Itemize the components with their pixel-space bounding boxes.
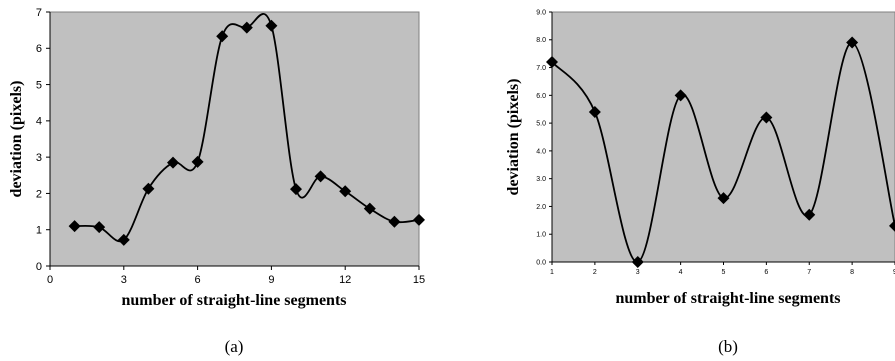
x-ticks-a: 0 3 6 9 12 15 — [47, 266, 425, 286]
x-tick-label: 3 — [121, 274, 127, 286]
data-point-marker — [216, 30, 229, 43]
x-tick-label: 9 — [268, 274, 274, 286]
data-point-marker — [117, 233, 130, 246]
data-point-marker — [191, 155, 204, 168]
y-axis-label-b: deviation (pixels) — [505, 79, 522, 196]
y-ticks-b: 0.0 1.0 2.0 3.0 4.0 5.0 6.0 7.0 8.0 9.0 — [536, 9, 552, 266]
x-ticks-b: 1 2 3 4 5 6 7 8 9 — [550, 262, 895, 276]
data-point-marker — [717, 192, 730, 205]
data-point-marker — [240, 21, 253, 34]
y-tick-label: 3 — [36, 152, 42, 164]
x-axis-label-a: number of straight-line segments — [121, 292, 346, 309]
data-point-marker — [142, 182, 155, 195]
x-axis-label-b: number of straight-line segments — [615, 290, 840, 307]
x-tick-label: 1 — [550, 269, 554, 276]
y-tick-label: 2 — [36, 188, 42, 200]
data-point-marker — [413, 213, 425, 226]
y-tick-label: 6 — [36, 43, 42, 55]
data-point-marker — [760, 111, 773, 124]
x-tick-label: 6 — [764, 269, 768, 276]
x-tick-label: 12 — [339, 274, 351, 286]
x-tick-label: 5 — [722, 269, 726, 276]
y-tick-label: 0.0 — [536, 259, 546, 266]
y-tick-label: 9.0 — [536, 9, 546, 16]
y-tick-label: 7.0 — [536, 65, 546, 72]
data-point-marker — [265, 19, 278, 32]
x-tick-label: 9 — [893, 269, 895, 276]
y-tick-label: 5 — [36, 79, 42, 91]
y-tick-label: 4.0 — [536, 148, 546, 155]
x-tick-label: 3 — [636, 269, 640, 276]
caption-a: (a) — [225, 337, 244, 356]
data-point-marker — [167, 156, 179, 169]
y-tick-label: 2.0 — [536, 204, 546, 211]
data-point-marker — [339, 185, 352, 198]
y-tick-label: 0 — [36, 261, 42, 273]
y-tick-label: 1.0 — [536, 232, 546, 239]
y-tick-label: 1 — [36, 225, 42, 237]
y-tick-label: 6.0 — [536, 93, 546, 100]
chart-b: 0.0 1.0 2.0 3.0 4.0 5.0 6.0 7.0 8.0 9.0 1 2 3 4 5 6 7 8 9… — [505, 9, 895, 356]
data-point-marker — [588, 106, 601, 118]
data-point-marker — [68, 220, 81, 233]
x-tick-label: 4 — [679, 269, 683, 276]
y-tick-label: 4 — [36, 116, 42, 128]
x-tick-label: 2 — [593, 269, 597, 276]
x-tick-label: 6 — [195, 274, 201, 286]
data-point-marker — [889, 219, 895, 232]
data-point-marker — [803, 208, 816, 221]
y-axis-label-a: deviation (pixels) — [8, 81, 25, 198]
y-tick-label: 7 — [36, 7, 42, 19]
caption-b: (b) — [718, 337, 738, 356]
x-tick-label: 15 — [413, 274, 425, 286]
x-tick-label: 0 — [47, 274, 53, 286]
markers-a — [68, 19, 425, 246]
y-tick-label: 5.0 — [536, 121, 546, 128]
plot-area-b — [551, 11, 895, 263]
y-tick-label: 8.0 — [536, 37, 546, 44]
data-point-marker — [290, 183, 302, 196]
data-point-marker — [846, 36, 859, 49]
data-point-marker — [93, 221, 106, 234]
data-point-marker — [388, 215, 401, 228]
y-ticks-a: 0 1 2 3 4 5 6 7 — [36, 7, 50, 273]
data-point-marker — [363, 202, 376, 215]
plot-area-a — [49, 11, 420, 267]
data-point-marker — [674, 89, 687, 102]
y-tick-label: 3.0 — [536, 176, 546, 183]
x-tick-label: 8 — [850, 269, 854, 276]
x-tick-label: 7 — [807, 269, 811, 276]
data-point-marker — [314, 170, 327, 183]
